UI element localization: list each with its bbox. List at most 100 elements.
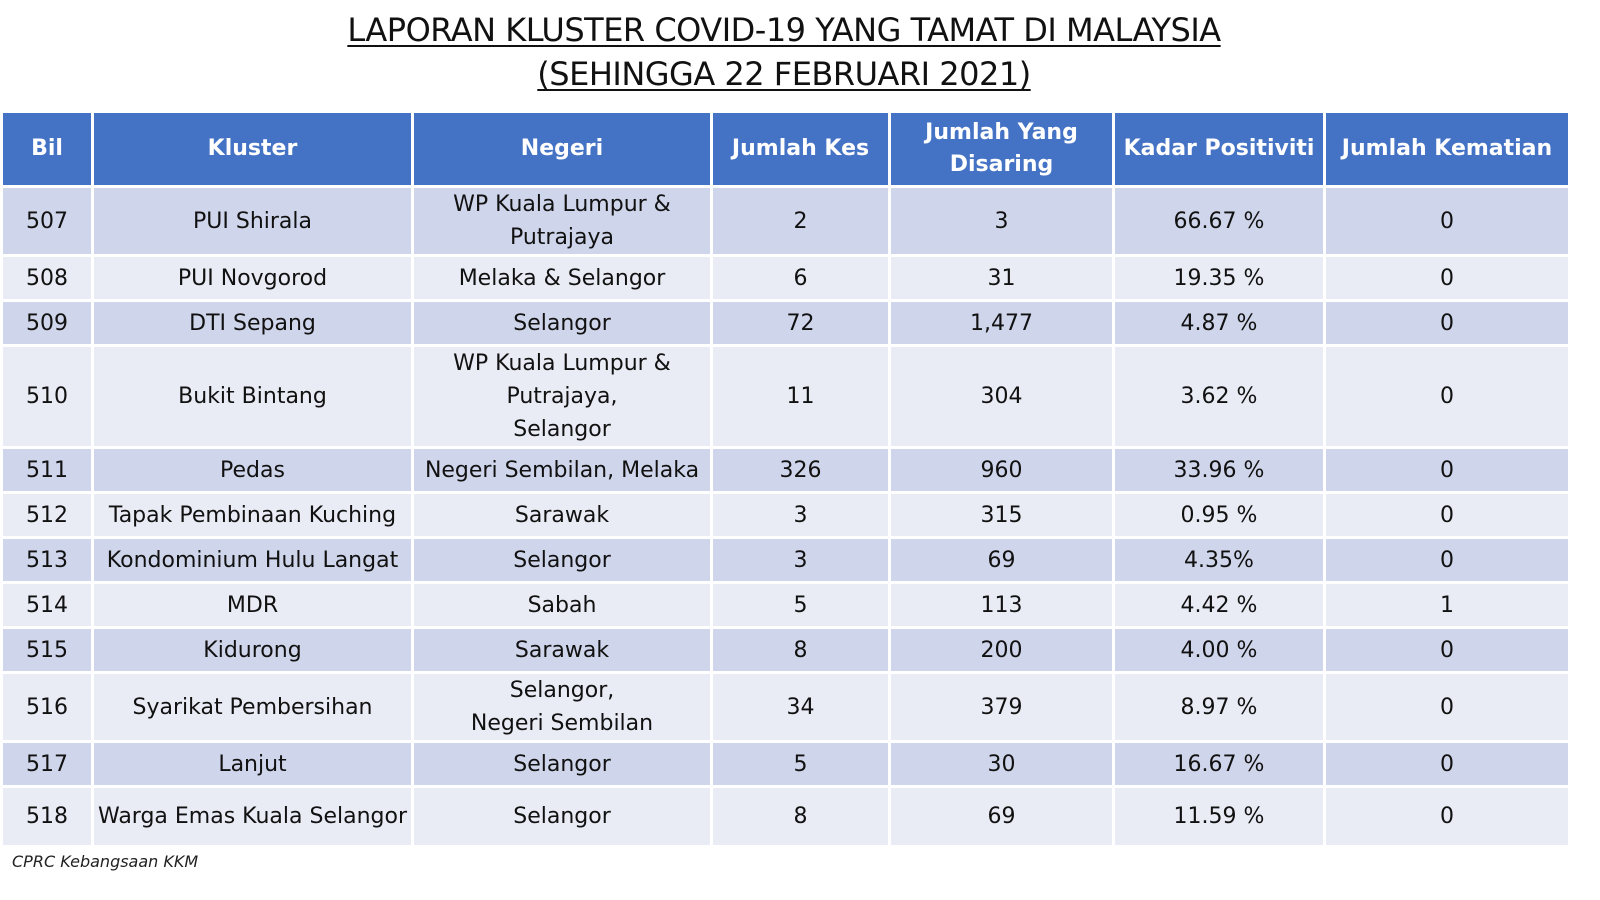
cell-bil: 514 <box>0 581 94 629</box>
cell-kluster: Bukit Bintang <box>91 344 414 449</box>
table-header-row: Bil Kluster Negeri Jumlah Kes Jumlah Yan… <box>0 110 1571 188</box>
cell-jumlah-disaring: 960 <box>888 446 1115 494</box>
cell-jumlah-kes: 11 <box>710 344 891 449</box>
negeri-line: Sabah <box>527 592 597 618</box>
cell-jumlah-kematian: 0 <box>1323 491 1571 539</box>
table-row: 515 Kidurong Sarawak 8 200 4.00 % 0 <box>0 626 1571 674</box>
cell-jumlah-kematian: 0 <box>1323 344 1571 449</box>
cell-jumlah-kes: 8 <box>710 785 891 848</box>
cell-jumlah-kematian: 0 <box>1323 671 1571 743</box>
cell-kluster: PUI Novgorod <box>91 254 414 302</box>
cell-bil: 515 <box>0 626 94 674</box>
negeri-line: Selangor <box>513 804 611 829</box>
table-row: 517 Lanjut Selangor 5 30 16.67 % 0 <box>0 740 1571 788</box>
cell-jumlah-disaring: 379 <box>888 671 1115 743</box>
header-kadar-positiviti: Kadar Positiviti <box>1112 110 1326 188</box>
cell-jumlah-kematian: 0 <box>1323 446 1571 494</box>
cell-jumlah-disaring: 31 <box>888 254 1115 302</box>
cell-negeri: WP Kuala Lumpur & Putrajaya, Selangor <box>411 344 713 449</box>
cell-jumlah-disaring: 1,477 <box>888 299 1115 347</box>
cell-jumlah-disaring: 69 <box>888 536 1115 584</box>
cell-kluster: PUI Shirala <box>91 185 414 257</box>
header-jumlah-disaring: Jumlah Yang Disaring <box>888 110 1115 188</box>
cell-negeri: Selangor, Negeri Sembilan <box>411 671 713 743</box>
cell-kadar-positiviti: 4.35% <box>1112 536 1326 584</box>
cell-jumlah-kematian: 0 <box>1323 299 1571 347</box>
table-row: 507 PUI Shirala WP Kuala Lumpur & Putrajaya… <box>0 185 1571 257</box>
cell-jumlah-kes: 3 <box>710 491 891 539</box>
cell-kluster: Pedas <box>91 446 414 494</box>
table-row: 509 DTI Sepang Selangor 72 1,477 4.87 % 0 <box>0 299 1571 347</box>
table-row: 512 Tapak Pembinaan Kuching Sarawak 3 315 0.9… <box>0 491 1571 539</box>
cell-kadar-positiviti: 4.87 % <box>1112 299 1326 347</box>
cell-jumlah-kematian: 1 <box>1323 581 1571 629</box>
cell-jumlah-kematian: 0 <box>1323 185 1571 257</box>
header-negeri: Negeri <box>411 110 713 188</box>
cell-kluster: Syarikat Pembersihan <box>91 671 414 743</box>
cell-negeri: Negeri Sembilan, Melaka <box>411 446 713 494</box>
cell-bil: 510 <box>0 344 94 449</box>
cell-bil: 516 <box>0 671 94 743</box>
cell-kadar-positiviti: 19.35 % <box>1112 254 1326 302</box>
cell-kluster: Lanjut <box>91 740 414 788</box>
negeri-line: Selangor <box>513 310 611 336</box>
cell-jumlah-disaring: 69 <box>888 785 1115 848</box>
cell-jumlah-disaring: 315 <box>888 491 1115 539</box>
header-bil: Bil <box>0 110 94 188</box>
table-row: 514 MDR Sabah 5 113 4.42 % 1 <box>0 581 1571 629</box>
cell-negeri: Selangor <box>411 299 713 347</box>
negeri-line: Putrajaya <box>509 225 615 250</box>
cell-bil: 509 <box>0 299 94 347</box>
cell-jumlah-kes: 5 <box>710 581 891 629</box>
title-line-2: (SEHINGGA 22 FEBRUARI 2021) <box>537 55 1031 93</box>
cell-jumlah-disaring: 304 <box>888 344 1115 449</box>
cell-jumlah-kematian: 0 <box>1323 740 1571 788</box>
cell-kluster: DTI Sepang <box>91 299 414 347</box>
header-jumlah-kematian: Jumlah Kematian <box>1323 110 1571 188</box>
table-row: 511 Pedas Negeri Sembilan, Melaka 326 960 33.… <box>0 446 1571 494</box>
cell-jumlah-kes: 5 <box>710 740 891 788</box>
cell-bil: 517 <box>0 740 94 788</box>
cell-jumlah-kematian: 0 <box>1323 254 1571 302</box>
negeri-line: WP Kuala Lumpur & <box>453 351 671 376</box>
cell-jumlah-kes: 3 <box>710 536 891 584</box>
cell-kluster: MDR <box>91 581 414 629</box>
table-row: 513 Kondominium Hulu Langat Selangor 3 69 4.3… <box>0 536 1571 584</box>
table-body: 507 PUI Shirala WP Kuala Lumpur & Putrajaya… <box>0 185 1571 848</box>
cell-bil: 512 <box>0 491 94 539</box>
cell-kluster: Kondominium Hulu Langat <box>91 536 414 584</box>
cell-kadar-positiviti: 11.59 % <box>1112 785 1326 848</box>
cell-jumlah-disaring: 3 <box>888 185 1115 257</box>
negeri-line: Selangor, <box>509 678 615 703</box>
cell-jumlah-kes: 72 <box>710 299 891 347</box>
cell-kluster: Kidurong <box>91 626 414 674</box>
cell-kadar-positiviti: 8.97 % <box>1112 671 1326 743</box>
table-row: 508 PUI Novgorod Melaka & Selangor 6 31 19.35… <box>0 254 1571 302</box>
negeri-line: Negeri Sembilan, Melaka <box>424 457 700 483</box>
cell-bil: 508 <box>0 254 94 302</box>
cell-kadar-positiviti: 3.62 % <box>1112 344 1326 449</box>
source-footer: CPRC Kebangsaan KKM <box>12 852 199 871</box>
title-line-1: LAPORAN KLUSTER COVID-19 YANG TAMAT DI M… <box>347 11 1221 49</box>
cell-jumlah-kes: 34 <box>710 671 891 743</box>
cell-negeri: Sarawak <box>411 626 713 674</box>
negeri-line: Selangor <box>513 751 611 777</box>
cell-kluster: Warga Emas Kuala Selangor <box>91 785 414 848</box>
cell-jumlah-kes: 8 <box>710 626 891 674</box>
cell-kadar-positiviti: 4.00 % <box>1112 626 1326 674</box>
cell-negeri: WP Kuala Lumpur & Putrajaya <box>411 185 713 257</box>
cell-jumlah-disaring: 30 <box>888 740 1115 788</box>
table-row: 516 Syarikat Pembersihan Selangor, Negeri S… <box>0 671 1571 743</box>
cell-jumlah-disaring: 113 <box>888 581 1115 629</box>
cell-negeri: Sarawak <box>411 491 713 539</box>
cell-kadar-positiviti: 16.67 % <box>1112 740 1326 788</box>
cell-jumlah-kematian: 0 <box>1323 785 1571 848</box>
cell-negeri: Selangor <box>411 785 713 848</box>
cell-jumlah-kes: 326 <box>710 446 891 494</box>
negeri-line: Sarawak <box>514 637 610 663</box>
cell-negeri: Melaka & Selangor <box>411 254 713 302</box>
cell-kluster: Tapak Pembinaan Kuching <box>91 491 414 539</box>
cell-bil: 511 <box>0 446 94 494</box>
cell-negeri: Sabah <box>411 581 713 629</box>
negeri-line: Putrajaya, <box>506 384 618 409</box>
